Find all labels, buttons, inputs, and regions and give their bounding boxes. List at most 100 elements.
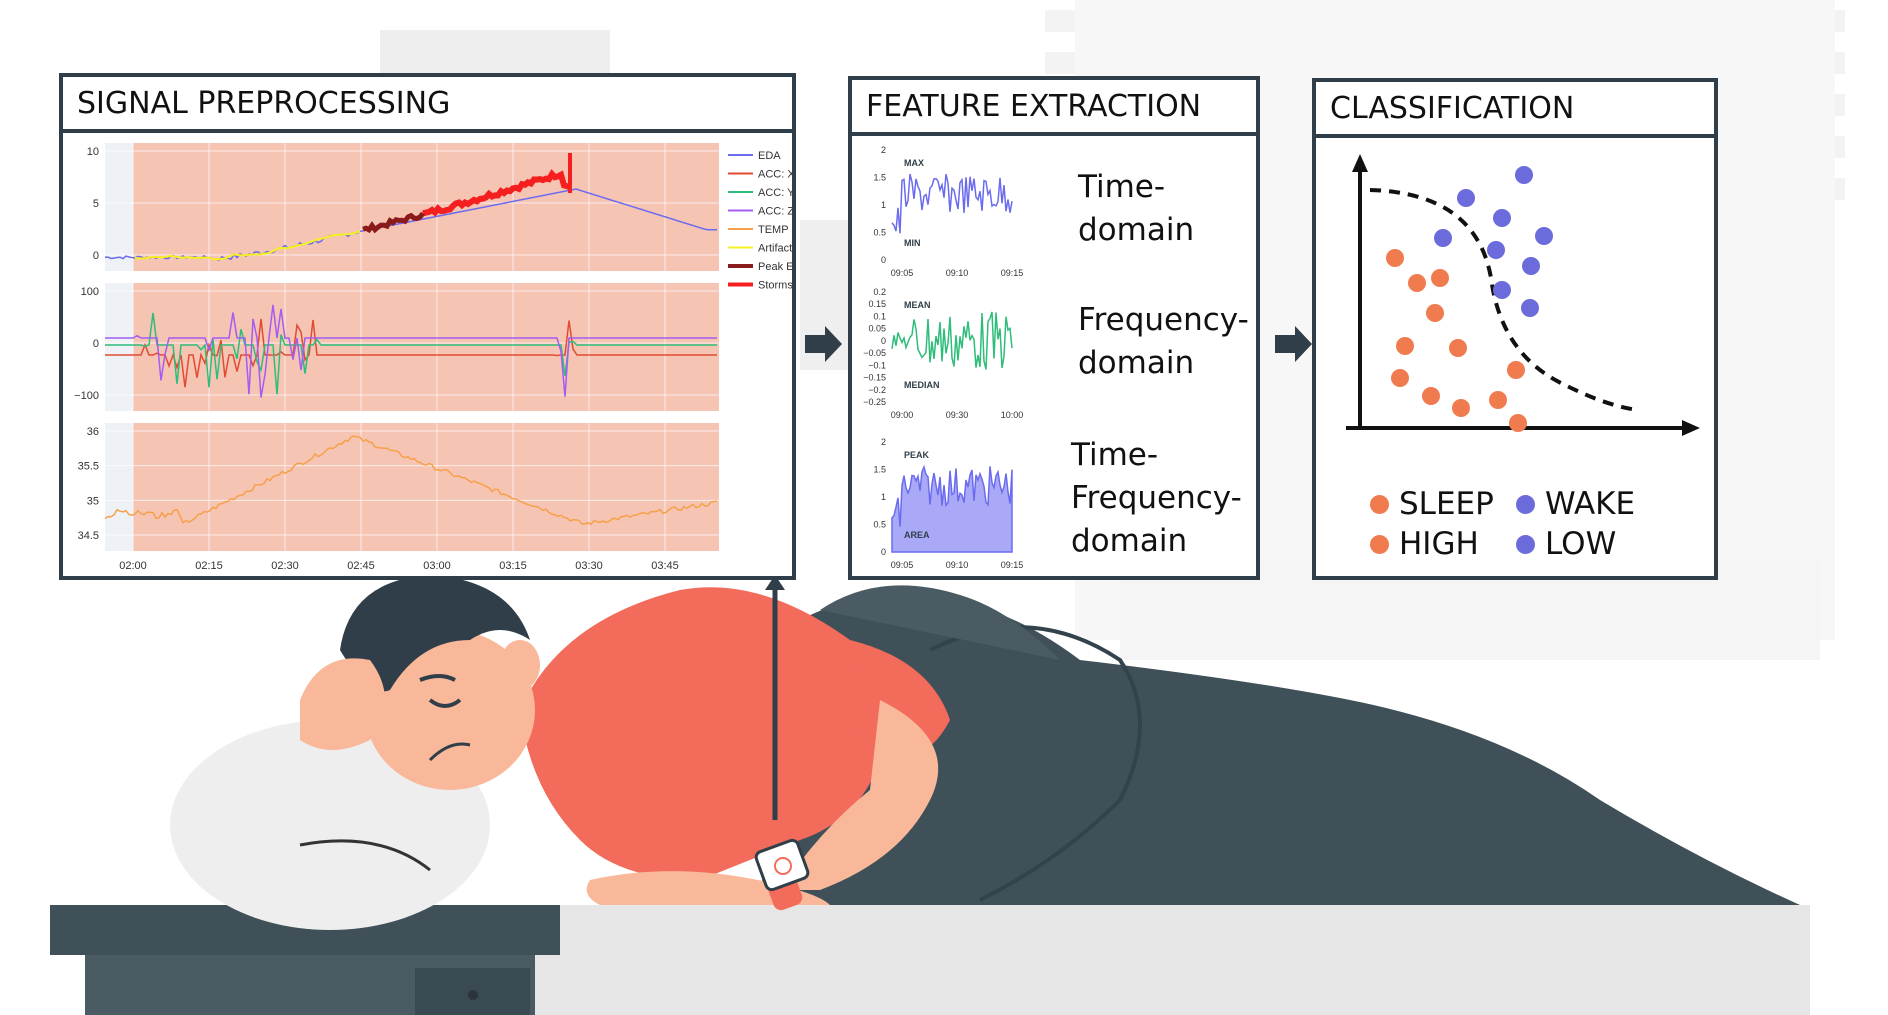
pillow-fold xyxy=(299,839,431,872)
acc-line xyxy=(105,304,717,398)
shirt xyxy=(520,587,886,880)
arrow-to-classification xyxy=(1275,326,1312,362)
y-tick-label: 10 xyxy=(87,146,99,158)
x-tick-label: 02:15 xyxy=(195,560,223,572)
mini-annotation: MIN xyxy=(904,238,921,248)
temp-line xyxy=(104,435,718,526)
mini-y-tick: 0.05 xyxy=(868,324,886,334)
time-domain-line2: domain xyxy=(1078,212,1195,248)
sleep-high-point xyxy=(1452,399,1470,417)
y-tick-label: 0 xyxy=(93,250,99,262)
legend-label: TEMP xyxy=(758,224,789,236)
y-tick-label: 35.5 xyxy=(78,461,99,473)
frequency-domain-line1: Frequency- xyxy=(1078,302,1249,338)
y-tick-label: −100 xyxy=(74,390,99,402)
y-tick-label: 35 xyxy=(87,495,99,507)
non-storm-region-1 xyxy=(105,143,133,271)
feature-chart: 2 1.5 1 0.5 0 09:05 09:10 09:15 MAX MIN xyxy=(873,145,1023,278)
mini-y-tick: 0 xyxy=(881,255,886,265)
series-lines xyxy=(104,153,718,526)
sleep-high-point xyxy=(1408,274,1426,292)
legend-high-label: HIGH xyxy=(1399,526,1479,562)
x-tick-label: 02:30 xyxy=(271,560,299,572)
mini-x-tick: 09:30 xyxy=(946,410,969,420)
chart-legend: EDA ACC: X ACC: Y ACC: Z TEMP Artifacts Peak E… xyxy=(728,150,792,292)
artifacts-line xyxy=(134,230,361,261)
wake-low-point xyxy=(1493,209,1511,227)
y-tick-label: 5 xyxy=(93,198,99,210)
legend-low-label: LOW xyxy=(1545,526,1617,562)
subplot-acc-bg xyxy=(105,283,719,411)
mini-x-tick: 09:00 xyxy=(891,410,914,420)
feature-mini-charts: 2 1.5 1 0.5 0 09:05 09:10 09:15 MAX MIN 0.2 0.15 0.1… xyxy=(863,145,1023,570)
wake-low-point xyxy=(1457,189,1475,207)
x-tick-label: 03:15 xyxy=(499,560,527,572)
subplot-eda-bg xyxy=(105,143,719,271)
watch-dial xyxy=(774,857,792,875)
mini-y-tick: 0.5 xyxy=(873,520,886,530)
mini-annotation: MAX xyxy=(904,158,924,168)
wake-low-point xyxy=(1535,227,1553,245)
tf-domain-line2: Frequency- xyxy=(1071,480,1242,516)
x-tick-label: 02:45 xyxy=(347,560,375,572)
mini-x-tick: 10:00 xyxy=(1001,410,1024,420)
wake-low-point xyxy=(1493,281,1511,299)
mini-y-tick: 0.5 xyxy=(873,228,886,238)
mini-y-tick: 0 xyxy=(881,547,886,557)
sleep-dot xyxy=(1370,494,1389,514)
mini-line xyxy=(891,173,1013,234)
acc-line xyxy=(105,318,717,388)
sleep-high-point xyxy=(1396,337,1414,355)
time-domain-line1: Time- xyxy=(1078,169,1166,205)
mini-y-tick: 1 xyxy=(881,200,886,210)
mini-x-tick: 09:15 xyxy=(1001,268,1024,278)
legend-label: Storms xyxy=(758,280,792,292)
mini-y-tick: −0.15 xyxy=(863,373,886,383)
high-dot xyxy=(1370,534,1389,554)
storms-line xyxy=(422,169,571,217)
bed-base xyxy=(360,905,1810,1015)
watch-arrowhead xyxy=(765,575,785,590)
feature-chart: 0.2 0.15 0.1 0.05 0 −0.05 −0.1 −0.15 −0.2 −0.25 09… xyxy=(863,287,1023,420)
mini-y-tick: −0.05 xyxy=(863,348,886,358)
legend-low: LOW xyxy=(1516,526,1616,562)
preprocessing-chart: 10 5 0 100 0 −100 36 35.5 35 34.5 02:00 02:15 02:30… xyxy=(74,143,792,572)
sleep-high-point xyxy=(1509,414,1527,432)
tf-domain-line3: domain xyxy=(1071,523,1188,559)
mini-y-tick: 1.5 xyxy=(873,465,886,475)
wake-low-point xyxy=(1434,229,1452,247)
hand-on-head xyxy=(300,658,385,750)
mini-y-tick: 0.15 xyxy=(868,299,886,309)
non-storm-region-2 xyxy=(105,283,133,411)
mini-y-tick: 0 xyxy=(881,336,886,346)
scatter-points xyxy=(1386,166,1553,432)
legend-label: ACC: X xyxy=(758,169,792,181)
ear xyxy=(500,640,540,690)
tf-domain-line1: Time- xyxy=(1071,437,1159,473)
mini-x-tick: 09:05 xyxy=(891,268,914,278)
signal-preprocessing-panel: SIGNAL PREPROCESSING 10 5 0 100 0 −100 36 35.5 3… xyxy=(59,73,796,580)
mini-area xyxy=(891,464,1013,553)
y-axis-arrowhead xyxy=(1352,154,1368,172)
mini-x-tick: 09:10 xyxy=(946,560,969,570)
non-storm-region-3 xyxy=(105,423,133,551)
classification-scatter xyxy=(1346,154,1700,436)
subplot-temp-bg xyxy=(105,423,719,551)
decision-boundary xyxy=(1369,188,1639,412)
head xyxy=(365,630,535,790)
watch-face xyxy=(754,838,810,892)
acc-line xyxy=(105,312,717,395)
y-tick-label: 34.5 xyxy=(78,530,99,542)
mini-y-tick: −0.2 xyxy=(868,385,886,395)
eyebrow xyxy=(419,674,456,682)
peak-epochs-line xyxy=(362,211,425,234)
feature-extraction-title: FEATURE EXTRACTION xyxy=(852,80,1256,136)
wake-low-point xyxy=(1515,166,1533,184)
frequency-domain-label: Frequency- domain xyxy=(1078,299,1249,385)
mini-y-tick: 2 xyxy=(881,145,886,155)
legend-label: Artifacts xyxy=(758,243,792,255)
wake-low-point xyxy=(1521,299,1539,317)
sleep-high-point xyxy=(1422,387,1440,405)
legend-label: Peak Epochs xyxy=(758,261,792,273)
sleep-high-point xyxy=(1449,339,1467,357)
